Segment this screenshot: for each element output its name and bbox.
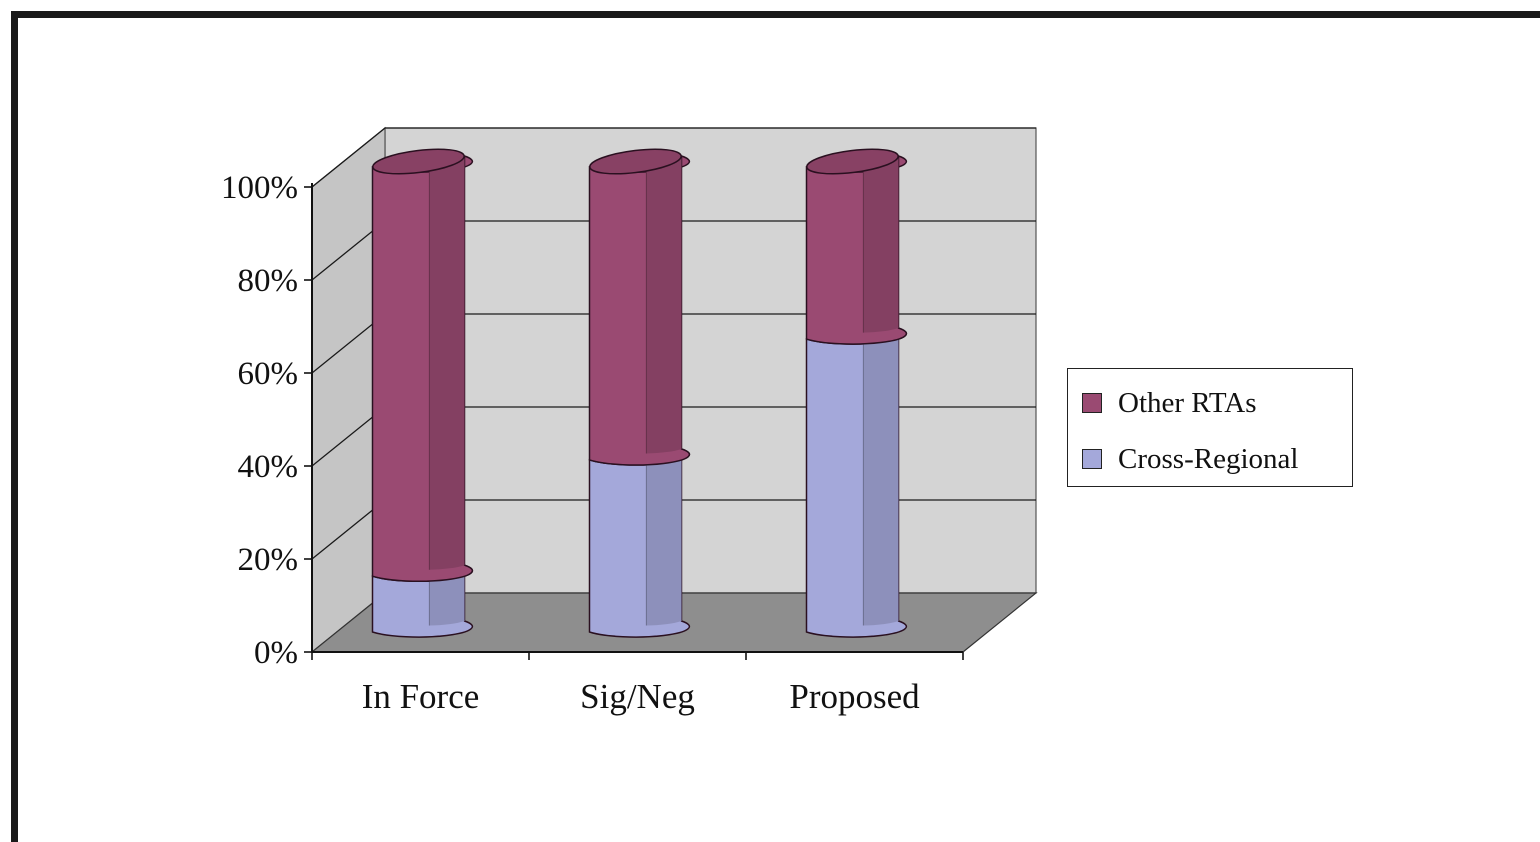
y-tick-label: 100%	[221, 170, 298, 206]
bar-top-cap	[372, 148, 465, 175]
legend-label-other-rtas: Other RTAs	[1118, 386, 1257, 419]
chart-labels: 0% 20% 40% 60% 80% 100% In Force Sig/Neg Propose…	[221, 170, 920, 716]
chart-bars	[371, 148, 908, 638]
back-wall	[384, 127, 1037, 594]
chart-axes	[304, 183, 964, 660]
y-tick-label: 60%	[238, 356, 299, 392]
y-tick-label: 40%	[238, 449, 299, 485]
bar-segment-shade	[863, 328, 899, 626]
gridline	[311, 127, 1036, 188]
bar-top-cap	[589, 148, 682, 175]
bar-segment-shade	[646, 448, 682, 626]
legend-item-other-rtas: Other RTAs	[1082, 387, 1257, 419]
bar-segment-shade	[863, 156, 899, 333]
x-tick-label: In Force	[362, 677, 480, 716]
bar-segment	[805, 327, 908, 638]
bar-segment	[371, 154, 474, 582]
legend-swatch-other-rtas	[1082, 393, 1102, 413]
chart-legend: Other RTAs Cross-Regional	[1067, 368, 1353, 487]
legend-item-cross-regional: Cross-Regional	[1082, 443, 1298, 475]
y-tick-label: 80%	[238, 263, 299, 299]
bar-segment	[588, 447, 691, 638]
bar-segment	[371, 564, 474, 638]
legend-swatch-cross-regional	[1082, 449, 1102, 469]
legend-label-cross-regional: Cross-Regional	[1118, 442, 1299, 475]
y-tick-label: 0%	[254, 635, 298, 671]
x-tick-label: Sig/Neg	[580, 677, 695, 716]
bar-segment	[588, 154, 691, 466]
bar-segment-shade	[429, 156, 465, 570]
x-tick-label: Proposed	[789, 677, 920, 716]
y-tick-label: 20%	[238, 542, 299, 578]
bar-top-cap	[806, 148, 899, 175]
bar-segment	[805, 154, 908, 345]
bar-segment-shade	[646, 156, 682, 454]
